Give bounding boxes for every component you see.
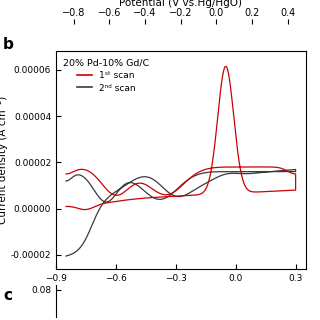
- Text: c: c: [3, 288, 12, 303]
- X-axis label: Potential (V vs.Hg/HgO): Potential (V vs.Hg/HgO): [119, 0, 242, 8]
- Y-axis label: Current density (A cm⁻²): Current density (A cm⁻²): [0, 96, 8, 224]
- Legend: 1ˢᵗ scan, 2ⁿᵈ scan: 1ˢᵗ scan, 2ⁿᵈ scan: [60, 56, 152, 95]
- Text: b: b: [3, 37, 14, 52]
- X-axis label: Potential (V vs.Hg/HgO): Potential (V vs.Hg/HgO): [119, 287, 242, 297]
